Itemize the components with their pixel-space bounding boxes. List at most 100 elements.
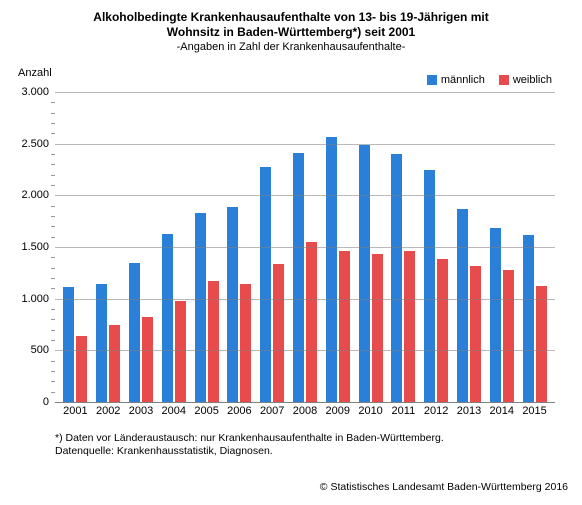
copyright: © Statistisches Landesamt Baden-Württemb…	[320, 481, 568, 493]
y-minor-tick	[51, 278, 55, 279]
y-minor-tick	[51, 361, 55, 362]
legend-item-female: weiblich	[499, 74, 552, 86]
legend-swatch-male	[427, 75, 437, 85]
year-group	[485, 228, 518, 402]
bar-female	[306, 242, 317, 402]
y-minor-tick	[51, 102, 55, 103]
year-group	[518, 235, 551, 402]
bar-female	[76, 336, 87, 402]
bar-male	[424, 170, 435, 403]
y-minor-tick	[51, 216, 55, 217]
chart-frame: Alkoholbedingte Krankenhausaufenthalte v…	[0, 0, 582, 505]
title-line-1: Alkoholbedingte Krankenhausaufenthalte v…	[93, 10, 488, 24]
y-minor-tick	[51, 268, 55, 269]
grid-line	[55, 195, 555, 196]
x-tick-label: 2011	[387, 405, 420, 417]
title-line-2: Wohnsitz in Baden-Württemberg*) seit 200…	[167, 25, 415, 39]
y-tick-label: 0	[43, 396, 49, 408]
y-minor-tick	[51, 392, 55, 393]
y-minor-tick	[51, 319, 55, 320]
x-tick-label: 2008	[289, 405, 322, 417]
grid-line	[55, 144, 555, 145]
y-axis-label: Anzahl	[18, 67, 52, 79]
x-tick-label: 2013	[453, 405, 486, 417]
year-group	[453, 209, 486, 402]
bar-female	[536, 286, 547, 402]
bar-male	[326, 137, 337, 402]
legend-label-female: weiblich	[513, 74, 552, 86]
x-tick-label: 2012	[420, 405, 453, 417]
y-minor-tick	[51, 257, 55, 258]
year-group	[125, 263, 158, 403]
x-tick-label: 2015	[518, 405, 551, 417]
y-tick-label: 2.500	[21, 138, 49, 150]
year-group	[92, 284, 125, 402]
y-minor-tick	[51, 185, 55, 186]
bar-male	[162, 234, 173, 402]
y-minor-tick	[51, 340, 55, 341]
grid-line	[55, 350, 555, 351]
legend: männlich weiblich	[427, 74, 552, 86]
y-minor-tick	[51, 206, 55, 207]
y-minor-tick	[51, 133, 55, 134]
grid-line	[55, 92, 555, 93]
bar-female	[240, 284, 251, 402]
y-tick-label: 2.000	[21, 189, 49, 201]
bar-male	[96, 284, 107, 402]
year-group	[157, 234, 190, 402]
bar-female	[503, 270, 514, 402]
x-tick-label: 2014	[485, 405, 518, 417]
y-minor-tick	[51, 113, 55, 114]
year-group	[256, 167, 289, 402]
x-tick-label: 2003	[125, 405, 158, 417]
y-tick-label: 3.000	[21, 86, 49, 98]
y-minor-tick	[51, 309, 55, 310]
grid-line	[55, 299, 555, 300]
year-group	[354, 145, 387, 402]
bar-male	[523, 235, 534, 402]
x-tick-label: 2004	[157, 405, 190, 417]
year-group	[223, 207, 256, 402]
y-minor-tick	[51, 164, 55, 165]
y-tick-label: 500	[31, 344, 49, 356]
year-group	[321, 137, 354, 402]
bar-male	[129, 263, 140, 403]
legend-swatch-female	[499, 75, 509, 85]
x-tick-label: 2002	[92, 405, 125, 417]
y-minor-tick	[51, 288, 55, 289]
y-minor-tick	[51, 226, 55, 227]
bar-female	[142, 317, 153, 402]
bar-male	[359, 145, 370, 402]
x-tick-label: 2009	[321, 405, 354, 417]
footnote-line-1: *) Daten vor Länderaustausch: nur Kranke…	[55, 432, 444, 444]
chart-subtitle: -Angaben in Zahl der Krankenhausaufentha…	[0, 41, 582, 54]
footnote: *) Daten vor Länderaustausch: nur Kranke…	[55, 432, 444, 458]
bar-female	[175, 301, 186, 402]
y-tick-label: 1.000	[21, 293, 49, 305]
x-tick-label: 2007	[256, 405, 289, 417]
y-minor-tick	[51, 123, 55, 124]
bar-female	[404, 251, 415, 402]
x-tick-label: 2006	[223, 405, 256, 417]
bar-female	[273, 264, 284, 402]
y-minor-tick	[51, 371, 55, 372]
bar-female	[372, 254, 383, 402]
bar-male	[227, 207, 238, 402]
bar-female	[339, 251, 350, 402]
bar-male	[293, 153, 304, 402]
y-minor-tick	[51, 330, 55, 331]
year-group	[420, 170, 453, 403]
bar-female	[109, 325, 120, 403]
bar-male	[63, 287, 74, 402]
year-group	[289, 153, 322, 402]
year-group	[59, 287, 92, 402]
footnote-line-2: Datenquelle: Krankenhausstatistik, Diagn…	[55, 445, 273, 457]
bar-female	[437, 259, 448, 402]
x-tick-label: 2001	[59, 405, 92, 417]
year-group	[387, 154, 420, 402]
legend-item-male: männlich	[427, 74, 485, 86]
y-minor-tick	[51, 154, 55, 155]
bar-male	[391, 154, 402, 402]
year-group	[190, 213, 223, 402]
x-tick-label: 2005	[190, 405, 223, 417]
